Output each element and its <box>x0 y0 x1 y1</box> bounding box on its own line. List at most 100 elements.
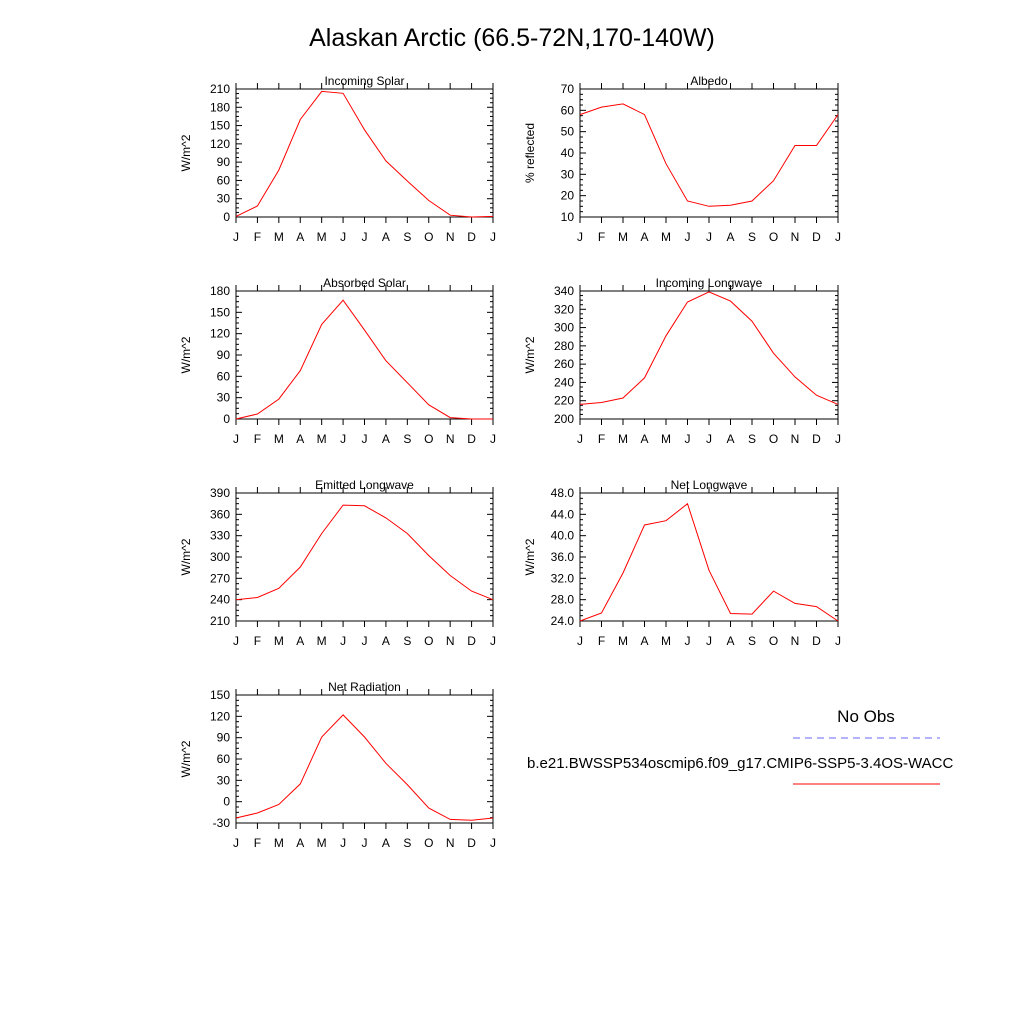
y-tick-label: 120 <box>210 709 230 723</box>
x-tick-label: A <box>726 432 734 446</box>
y-axis-label: W/m^2 <box>523 336 537 373</box>
y-tick-label: 150 <box>210 119 230 133</box>
x-tick-label: J <box>835 432 841 446</box>
y-tick-label: 90 <box>217 348 231 362</box>
y-tick-label: 30 <box>217 773 231 787</box>
x-tick-label: D <box>467 230 476 244</box>
y-tick-label: 10 <box>561 210 575 224</box>
x-tick-label: J <box>835 230 841 244</box>
plot-frame <box>579 88 839 218</box>
x-tick-label: A <box>726 230 734 244</box>
x-tick-label: D <box>467 836 476 850</box>
x-tick-label: A <box>726 634 734 648</box>
x-tick-label: J <box>706 230 712 244</box>
y-tick-label: 200 <box>554 412 574 426</box>
y-tick-label: 300 <box>210 550 230 564</box>
y-tick-label: 210 <box>210 82 230 96</box>
series-line <box>235 90 494 218</box>
x-tick-label: J <box>835 634 841 648</box>
y-axis-label: W/m^2 <box>179 740 193 777</box>
y-tick-label: 320 <box>554 302 574 316</box>
x-tick-label: N <box>791 634 800 648</box>
y-tick-label: 330 <box>210 529 230 543</box>
panel-net-longwave: Net Longwave 24.0 28.0 32.0 36.0 40.0 44.0 48.0… <box>523 478 841 648</box>
x-tick-label: O <box>424 634 433 648</box>
x-tick-label: J <box>233 836 239 850</box>
y-tick-label: 30 <box>561 167 575 181</box>
y-tick-label: 0 <box>223 210 230 224</box>
x-tick-label: J <box>362 836 368 850</box>
y-tick-label: 180 <box>210 100 230 114</box>
x-tick-label: J <box>362 230 368 244</box>
x-tick-label: M <box>661 432 671 446</box>
x-tick-label: A <box>382 230 390 244</box>
x-tick-label: A <box>640 230 648 244</box>
plot-frame <box>579 290 839 420</box>
x-tick-label: M <box>274 836 284 850</box>
y-tick-label: 60 <box>217 173 231 187</box>
plot-frame <box>579 492 839 622</box>
x-tick-label: S <box>748 432 756 446</box>
plot-frame <box>235 88 494 218</box>
x-tick-label: J <box>340 634 346 648</box>
x-tick-label: M <box>317 230 327 244</box>
x-tick-label: A <box>640 634 648 648</box>
x-tick-label: S <box>748 634 756 648</box>
y-tick-label: 40 <box>561 146 575 160</box>
x-tick-label: A <box>296 634 304 648</box>
y-tick-label: 60 <box>217 752 231 766</box>
y-tick-label: 150 <box>210 688 230 702</box>
x-tick-label: F <box>598 634 605 648</box>
x-tick-label: D <box>812 634 821 648</box>
x-tick-label: M <box>317 836 327 850</box>
x-tick-label: A <box>296 432 304 446</box>
x-tick-label: F <box>254 432 261 446</box>
y-tick-label: 240 <box>554 375 574 389</box>
x-tick-label: M <box>274 634 284 648</box>
x-tick-label: N <box>446 432 455 446</box>
y-axis-label: W/m^2 <box>179 134 193 171</box>
x-tick-label: J <box>340 230 346 244</box>
x-tick-label: J <box>706 432 712 446</box>
panel-title: Emitted Longwave <box>315 478 414 492</box>
x-tick-label: J <box>490 230 496 244</box>
x-tick-label: O <box>424 432 433 446</box>
y-tick-label: 150 <box>210 305 230 319</box>
x-tick-label: J <box>233 634 239 648</box>
plot-frame <box>235 492 494 622</box>
x-tick-label: N <box>791 230 800 244</box>
x-tick-label: D <box>467 432 476 446</box>
series-line <box>235 299 493 420</box>
x-tick-label: M <box>618 634 628 648</box>
x-tick-label: N <box>791 432 800 446</box>
x-tick-label: M <box>317 432 327 446</box>
panel-title: Net Longwave <box>671 478 748 492</box>
y-axis-label: W/m^2 <box>179 336 193 373</box>
y-tick-label: 30 <box>217 192 231 206</box>
x-tick-label: J <box>577 230 583 244</box>
x-tick-label: F <box>598 230 605 244</box>
y-tick-label: 40.0 <box>551 529 575 543</box>
y-tick-label: -30 <box>213 816 231 830</box>
y-tick-label: 260 <box>554 357 574 371</box>
y-tick-label: 44.0 <box>551 507 575 521</box>
y-tick-label: 360 <box>210 507 230 521</box>
y-tick-label: 32.0 <box>551 571 575 585</box>
y-tick-label: 180 <box>210 284 230 298</box>
y-axis-label: W/m^2 <box>523 538 537 575</box>
y-tick-label: 0 <box>223 412 230 426</box>
x-tick-label: J <box>233 230 239 244</box>
y-tick-label: 90 <box>217 155 231 169</box>
x-tick-label: S <box>748 230 756 244</box>
y-tick-label: 20 <box>561 189 575 203</box>
x-tick-label: M <box>274 432 284 446</box>
series-line <box>579 502 839 622</box>
y-tick-label: 50 <box>561 125 575 139</box>
y-tick-label: 280 <box>554 339 574 353</box>
x-tick-label: M <box>618 230 628 244</box>
y-tick-label: 30 <box>217 391 231 405</box>
y-tick-label: 24.0 <box>551 614 575 628</box>
y-tick-label: 60 <box>217 369 231 383</box>
